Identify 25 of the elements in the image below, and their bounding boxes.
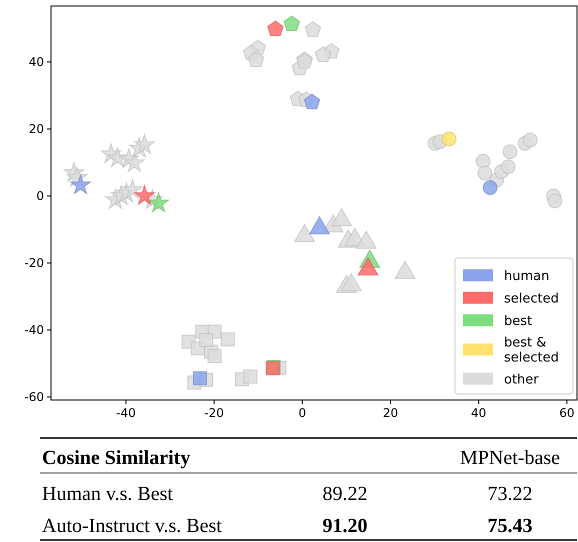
text: 75.43 [488, 515, 532, 537]
y-tick-label: 0 [36, 188, 44, 203]
text: 73.22 [488, 483, 532, 505]
x-tick-label: -20 [204, 406, 224, 420]
legend-label: human [504, 268, 550, 284]
legend-label: best & selected [504, 336, 559, 366]
y-tick-label: -40 [24, 322, 44, 337]
text: 89.22 [322, 483, 368, 505]
text: Auto-Instruct v.s. Best [42, 515, 222, 537]
y-tick-label: 20 [28, 122, 44, 136]
legend-label: other [504, 372, 540, 388]
legend-label: selected [504, 291, 559, 306]
x-tick-label: 60 [559, 406, 574, 420]
text: Cosine Similarity [42, 447, 190, 469]
text: 91.20 [322, 515, 368, 537]
y-tick-label: 40 [28, 54, 44, 69]
x-tick-label: -40 [116, 406, 136, 420]
text: Human v.s. Best [42, 483, 174, 505]
text: MPNet-base [460, 447, 560, 469]
y-tick-label: -60 [24, 390, 44, 404]
y-tick-label: -20 [24, 256, 44, 270]
x-tick-label: 40 [471, 406, 486, 420]
legend-label: best [504, 314, 532, 329]
x-tick-label: 0 [298, 406, 306, 420]
x-tick-label: 20 [382, 406, 398, 420]
